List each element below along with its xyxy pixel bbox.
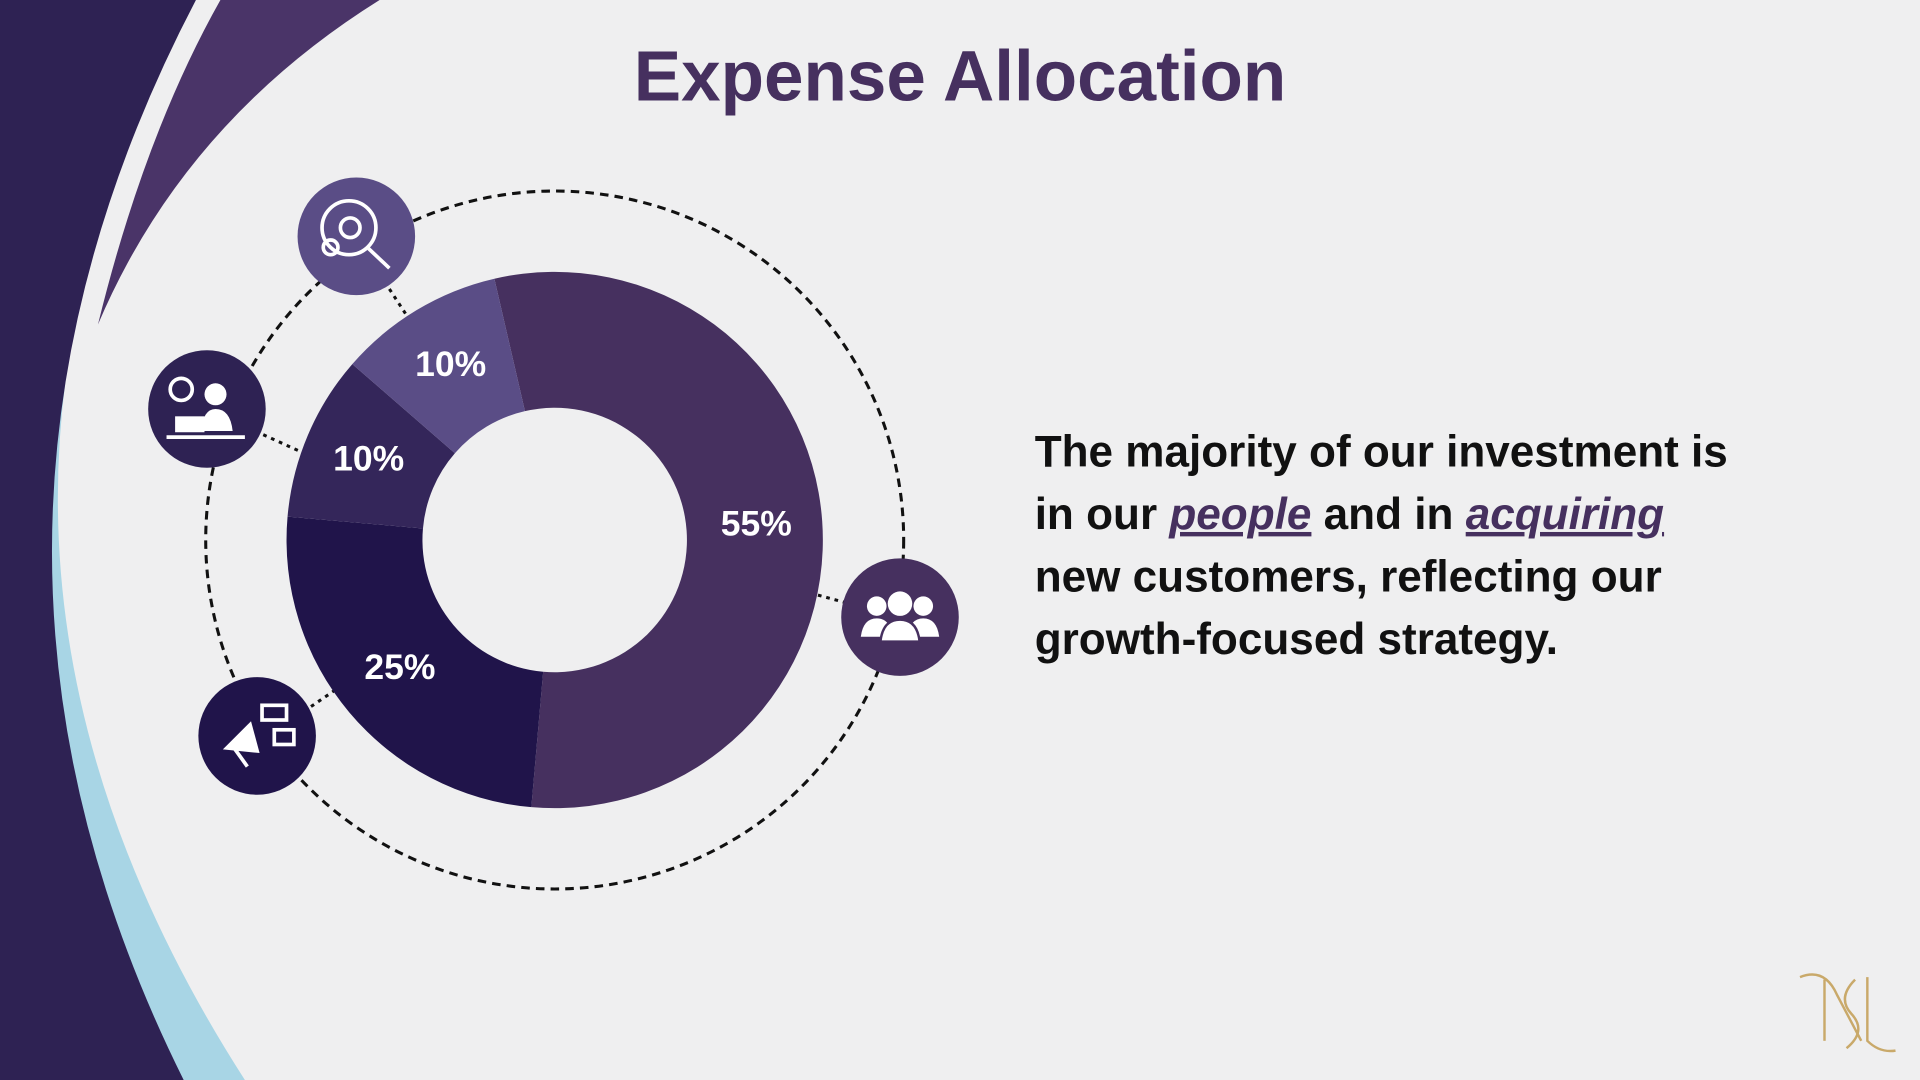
icon-marketing — [198, 677, 316, 795]
orbit — [204, 189, 906, 891]
annotation-text: new customers, reflecting our — [1035, 552, 1662, 601]
annotation-line: in our people and in acquiring — [1035, 490, 1664, 539]
donut: 55% 25% 10% 10% — [286, 271, 823, 809]
annotation-line: The majority of our investment is — [1035, 428, 1728, 477]
segment-label: 10% — [415, 344, 486, 384]
icon-research — [297, 177, 416, 296]
title: Expense Allocation — [634, 37, 1286, 116]
icon-staff — [148, 350, 266, 468]
annotation-text: and in — [1311, 490, 1465, 539]
annotation-line: growth-focused strategy. — [1035, 615, 1558, 664]
annotation-line: new customers, reflecting our — [1035, 552, 1662, 601]
emphasis-link: acquiring — [1466, 490, 1664, 539]
donut-segment — [494, 271, 823, 809]
donut-segment — [352, 278, 525, 454]
annotation-text: growth-focused strategy. — [1035, 615, 1558, 664]
segment-label: 10% — [333, 438, 404, 478]
decor-swoosh — [97, 0, 380, 325]
segment-label: 55% — [721, 503, 792, 543]
decor-dark — [0, 0, 196, 1080]
annotation-text: in our — [1035, 490, 1170, 539]
annotation: The majority of our investment is in our … — [1035, 428, 1728, 664]
segment-label: 25% — [364, 647, 435, 687]
emphasis-link: people — [1168, 490, 1311, 539]
donut-segment — [287, 364, 455, 529]
icon-people — [841, 558, 959, 676]
donut-segment — [286, 516, 544, 808]
annotation-text: The majority of our investment is — [1035, 428, 1728, 477]
logo — [1799, 973, 1896, 1053]
